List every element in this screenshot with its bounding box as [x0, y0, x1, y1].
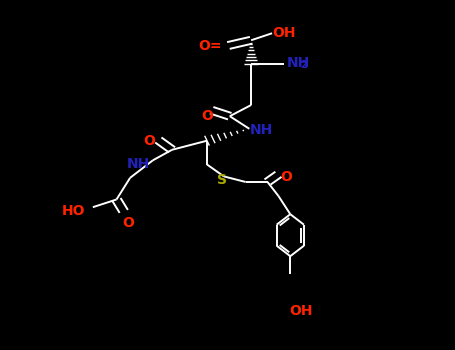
Text: OH: OH	[272, 26, 296, 40]
Text: O: O	[144, 134, 156, 148]
Text: S: S	[217, 173, 227, 187]
Text: 2: 2	[300, 61, 307, 70]
Text: O: O	[201, 109, 213, 123]
Text: O: O	[122, 216, 134, 230]
Text: NH: NH	[249, 122, 273, 136]
Text: O: O	[280, 170, 292, 184]
Text: OH: OH	[289, 304, 313, 318]
Text: NH: NH	[127, 157, 150, 171]
Text: O=: O=	[198, 39, 222, 53]
Text: HO: HO	[62, 204, 86, 218]
Text: NH: NH	[287, 56, 310, 70]
